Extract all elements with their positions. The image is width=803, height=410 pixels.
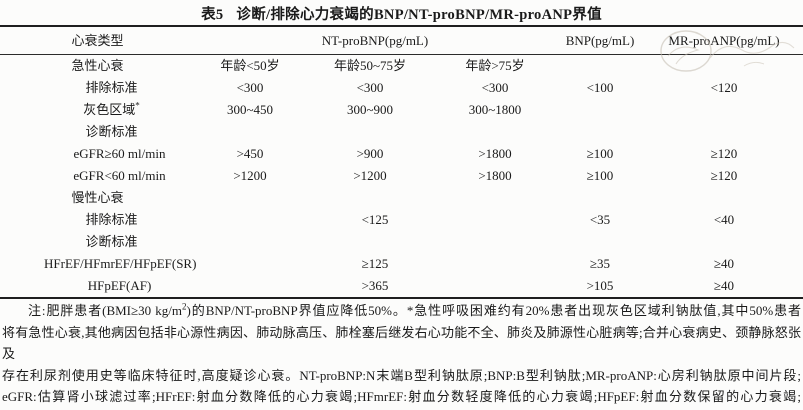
cell-nt-age1: >1200 [233, 168, 267, 183]
table-row: 急性心衰 年龄<50岁 年龄50~75岁 年龄>75岁 [0, 55, 803, 78]
cell-mr [645, 187, 803, 209]
table-row: eGFR<60 ml/min >1200 >1200 >1800 ≥100 ≥1… [0, 165, 803, 187]
cell-mr [645, 231, 803, 253]
table-row: 排除标准 <125 <35 <40 [0, 209, 803, 231]
footnote-marker: * [135, 100, 140, 111]
cell-nt-age1 [195, 121, 305, 143]
row-label: eGFR≥60 ml/min [73, 146, 166, 161]
col-header-bnp: BNP(pg/mL) [555, 26, 645, 55]
table-title-text: 诊断/排除心力衰竭的BNP/NT-proBNP/MR-proANP界值 [236, 7, 602, 23]
cell-nt-age2 [305, 121, 435, 143]
row-label: 排除标准 [85, 212, 138, 227]
col-header-ntprobnp: NT-proBNP(pg/mL) [195, 26, 555, 55]
cell-nt-age3 [435, 121, 555, 143]
cell-mr [645, 121, 803, 143]
cell-nt-age2: >900 [356, 146, 384, 161]
cell-nt-age1: <300 [236, 80, 264, 95]
cell-nt-age1: 300~450 [226, 102, 274, 117]
table-row: 诊断标准 [0, 231, 803, 253]
cell-nt-age3: >1800 [478, 146, 512, 161]
cell-mr [645, 99, 803, 121]
cell-bnp: ≥35 [589, 256, 611, 271]
cell-nt-age2: 300~900 [346, 102, 394, 117]
footnote-line: eGFR:估算肾小球滤过率;HFrEF:射血分数降低的心力衰竭;HFmrEF:射… [2, 389, 801, 405]
cell-nt-age2: <300 [356, 80, 384, 95]
cell-bnp [555, 55, 645, 78]
cell-bnp: <35 [589, 212, 611, 227]
cell-nt-age1: >450 [236, 146, 264, 161]
cell-bnp [555, 121, 645, 143]
row-label: HFpEF(AF) [87, 278, 152, 293]
header-row: 心衰类型 NT-proBNP(pg/mL) BNP(pg/mL) MR-proA… [0, 26, 803, 55]
cell-bnp: >105 [586, 278, 614, 293]
table-row: 诊断标准 [0, 121, 803, 143]
table-row: 灰色区域* 300~450 300~900 300~1800 [0, 99, 803, 121]
row-label: 排除标准 [85, 80, 138, 95]
row-label: eGFR<60 ml/min [73, 168, 166, 183]
cell-bnp: <100 [586, 80, 614, 95]
cell-bnp: ≥100 [586, 146, 614, 161]
cell-nt-age3: 300~1800 [468, 102, 522, 117]
age-subheader: 年龄<50岁 [220, 58, 280, 73]
cell-mr [645, 55, 803, 78]
age-subheader: 年龄>75岁 [465, 58, 525, 73]
cutoff-table: 心衰类型 NT-proBNP(pg/mL) BNP(pg/mL) MR-proA… [0, 25, 803, 299]
table-title: 表5 诊断/排除心力衰竭的BNP/NT-proBNP/MR-proANP界值 [0, 3, 803, 24]
table-row: 慢性心衰 [0, 187, 803, 209]
cell-bnp [555, 231, 645, 253]
age-subheader: 年龄50~75岁 [333, 58, 407, 73]
cell-nt: ≥125 [361, 256, 389, 271]
cell-nt [195, 187, 555, 209]
col-header-type: 心衰类型 [0, 26, 195, 55]
footnote-line: 将有急性心衰,其他病因包括非心源性病因、肺动脉高压、肺栓塞后继发右心功能不全、肺… [2, 324, 801, 362]
cell-mr: ≥40 [713, 278, 735, 293]
cell-nt: >365 [361, 278, 389, 293]
cell-mr: <120 [710, 80, 738, 95]
cell-nt-age2: >1200 [353, 168, 387, 183]
footnote: 注:肥胖患者(BMI≥30 kg/m2)的BNP/NT-proBNP界值应降低5… [0, 300, 803, 410]
table-row: eGFR≥60 ml/min >450 >900 >1800 ≥100 ≥120 [0, 143, 803, 165]
row-label: HFrEF/HFmrEF/HFpEF(SR) [44, 256, 197, 271]
col-header-mrproanp: MR-proANP(pg/mL) [645, 26, 803, 55]
footnote-line: 注:肥胖患者(BMI≥30 kg/m2)的BNP/NT-proBNP界值应降低5… [28, 301, 801, 318]
cell-nt-age3: >1800 [478, 168, 512, 183]
table-row: HFpEF(AF) >365 >105 ≥40 [0, 275, 803, 298]
table-row: HFrEF/HFmrEF/HFpEF(SR) ≥125 ≥35 ≥40 [0, 253, 803, 275]
table-number: 表5 [201, 7, 224, 23]
cell-mr: ≥120 [710, 146, 738, 161]
cell-bnp [555, 187, 645, 209]
cell-nt-age3: <300 [481, 80, 509, 95]
row-label: 诊断标准 [85, 234, 138, 249]
row-label: 慢性心衰 [71, 190, 124, 205]
footnote-line: 存在利尿剂使用史等临床特征时,高度疑诊心衰。NT-proBNP:N末端B型利钠肽… [2, 367, 801, 383]
cell-bnp: ≥100 [586, 168, 614, 183]
row-label: 诊断标准 [85, 124, 138, 139]
superscript: 2 [182, 301, 187, 312]
row-label: 灰色区域* [83, 100, 140, 117]
cell-mr: ≥40 [713, 256, 735, 271]
cell-nt [195, 231, 555, 253]
cell-mr: ≥120 [710, 168, 738, 183]
cell-mr: <40 [713, 212, 735, 227]
row-label: 急性心衰 [71, 58, 124, 73]
table-row: 排除标准 <300 <300 <300 <100 <120 [0, 77, 803, 99]
cell-nt: <125 [361, 212, 389, 227]
cell-bnp [555, 99, 645, 121]
